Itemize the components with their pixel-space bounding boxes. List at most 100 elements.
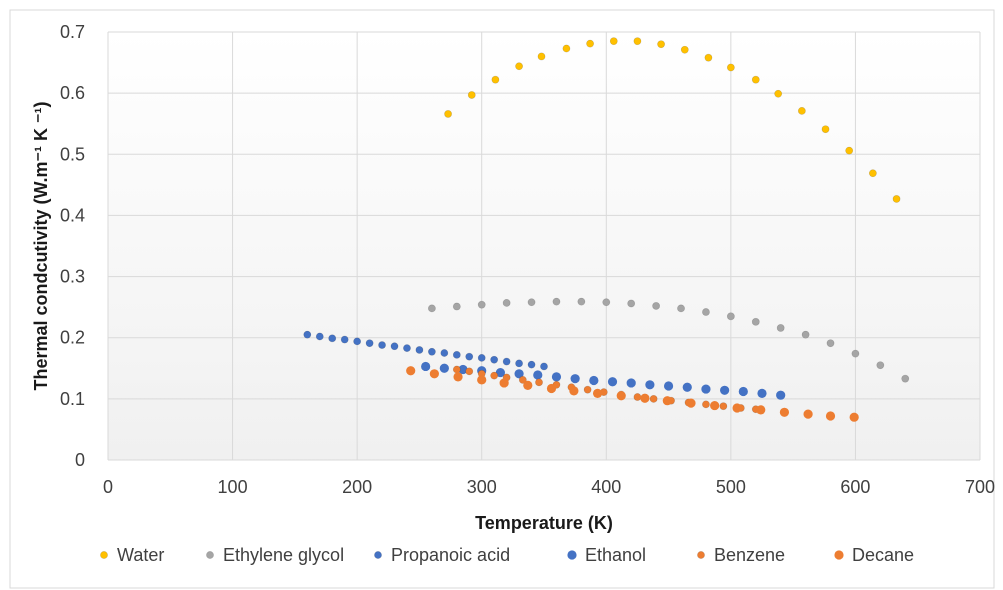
legend-label: Propanoic acid [391, 545, 510, 565]
data-point [845, 146, 854, 155]
x-tick-label: 100 [218, 477, 248, 497]
data-point [502, 298, 511, 307]
data-point [452, 365, 461, 374]
data-point [540, 362, 548, 371]
legend-label: Benzene [714, 545, 785, 565]
data-point [803, 409, 813, 419]
data-point [515, 62, 523, 71]
data-point [490, 355, 499, 364]
data-point [353, 337, 362, 346]
legend-label: Ethanol [585, 545, 646, 565]
x-tick-label: 200 [342, 477, 372, 497]
data-point [774, 89, 783, 98]
legend-label: Water [117, 545, 164, 565]
data-point [719, 402, 728, 411]
series-ethylene-glycol [427, 297, 910, 383]
data-point [702, 400, 710, 409]
data-point [663, 381, 674, 391]
data-point [546, 383, 557, 394]
data-point [537, 52, 546, 61]
data-point [720, 385, 730, 395]
y-tick-label: 0.3 [60, 267, 85, 287]
data-point [465, 367, 474, 376]
data-point [686, 398, 696, 408]
y-tick-label: 0.4 [60, 205, 85, 225]
y-tick-label: 0 [75, 450, 85, 470]
data-point [677, 304, 685, 313]
y-tick-label: 0.6 [60, 83, 85, 103]
data-point [702, 308, 710, 316]
data-point [583, 385, 592, 394]
data-point [901, 374, 910, 383]
data-point [586, 39, 594, 48]
data-point [602, 298, 611, 307]
data-point [626, 378, 636, 388]
data-point [633, 37, 642, 46]
data-point [892, 195, 901, 203]
data-point [649, 394, 658, 403]
data-point [776, 324, 785, 332]
data-point [633, 393, 642, 401]
data-point [779, 407, 790, 417]
data-point [390, 342, 399, 351]
data-point [452, 302, 461, 311]
x-tick-label: 700 [965, 477, 995, 497]
data-point [328, 334, 337, 343]
data-point [577, 297, 586, 306]
legend-item: Ethanol [567, 545, 646, 565]
series-decane [406, 366, 859, 422]
data-point [726, 63, 735, 72]
data-point [640, 393, 650, 403]
legend-label: Decane [852, 545, 914, 565]
data-point [825, 411, 836, 421]
data-point [527, 298, 536, 307]
data-point [477, 353, 486, 362]
data-point [751, 75, 760, 84]
data-point [365, 339, 374, 348]
data-point [776, 390, 786, 400]
data-point [458, 364, 468, 375]
data-point [453, 372, 463, 382]
series-water [444, 37, 901, 203]
data-point [429, 369, 439, 379]
data-point [751, 317, 760, 326]
data-point [495, 367, 505, 378]
legend-item: Benzene [697, 545, 785, 565]
data-point [378, 341, 386, 349]
x-tick-label: 300 [467, 477, 497, 497]
tick-labels: 0 100 200 300 400 500 600 700 0 0.1 0.2 0.3 0.4 0.5 0.… [60, 22, 995, 497]
legend: Water Ethylene glycol Propanoic acid Ethano… [100, 545, 914, 565]
legend-item: Propanoic acid [374, 545, 510, 565]
data-point [826, 339, 835, 348]
data-point [340, 335, 349, 344]
data-point [756, 405, 766, 415]
legend-label: Ethylene glycol [223, 545, 344, 565]
data-point [616, 391, 626, 401]
data-point [427, 347, 436, 356]
legend-marker [100, 551, 108, 559]
x-tick-label: 500 [716, 477, 746, 497]
data-point [515, 359, 523, 368]
data-point [645, 380, 655, 390]
data-point [652, 302, 661, 310]
data-point [680, 45, 689, 54]
data-point [533, 370, 543, 380]
y-tick-label: 0.1 [60, 389, 85, 409]
data-point [682, 382, 692, 392]
data-point [801, 330, 810, 339]
data-point [607, 377, 618, 387]
plot-area [108, 32, 980, 460]
data-point [657, 40, 665, 49]
x-tick-label: 400 [591, 477, 621, 497]
data-point [569, 386, 579, 396]
legend-item: Water [100, 545, 164, 565]
data-point [439, 363, 449, 373]
x-tick-label: 600 [840, 477, 870, 497]
y-tick-label: 0.2 [60, 328, 85, 348]
data-point [491, 75, 500, 84]
legend-marker [834, 550, 844, 560]
data-point [627, 299, 636, 308]
data-point [514, 369, 524, 379]
